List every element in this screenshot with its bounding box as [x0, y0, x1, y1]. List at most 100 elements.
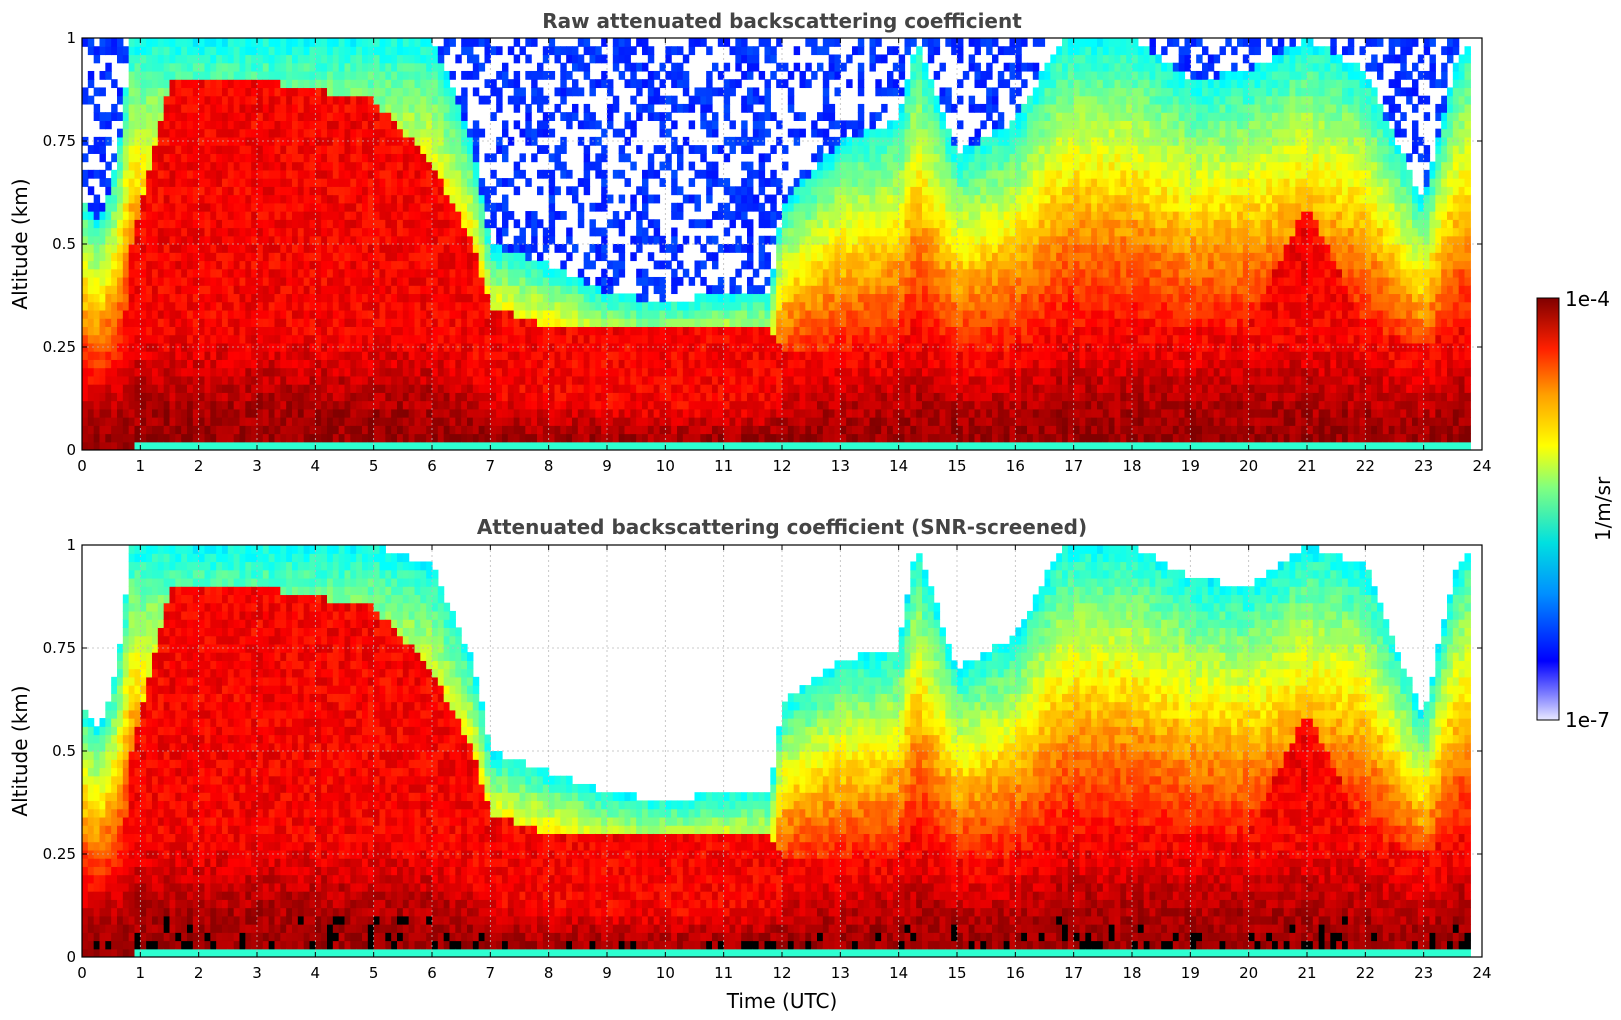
heatmap-cell	[338, 318, 346, 327]
heatmap-cell	[350, 235, 357, 245]
heatmap-cell	[420, 359, 427, 369]
heatmap-cell	[239, 95, 246, 105]
heatmap-cell	[601, 342, 608, 352]
heatmap-cell	[321, 425, 328, 435]
heatmap-cell	[618, 244, 626, 253]
heatmap-cell	[507, 334, 515, 344]
heatmap-cell	[618, 194, 626, 204]
heatmap-cell	[391, 186, 398, 196]
heatmap-cell	[87, 342, 95, 352]
heatmap-cell	[525, 417, 532, 426]
heatmap-cell	[169, 54, 176, 64]
heatmap-cell	[303, 367, 311, 377]
heatmap-cell	[204, 400, 211, 410]
heatmap-cell	[146, 268, 153, 278]
heatmap-cell	[262, 136, 270, 146]
heatmap-cell	[496, 145, 503, 154]
heatmap-cell	[426, 186, 433, 196]
heatmap-cell	[624, 400, 631, 410]
heatmap-cell	[589, 408, 596, 418]
heatmap-cell	[356, 342, 363, 352]
heatmap-cell	[315, 211, 322, 220]
heatmap-cell	[134, 120, 141, 130]
heatmap-cell	[87, 351, 95, 360]
heatmap-cell	[519, 392, 526, 402]
heatmap-cell	[432, 375, 439, 385]
heatmap-column	[630, 46, 637, 450]
heatmap-cell	[379, 153, 386, 163]
heatmap-cell	[111, 318, 118, 327]
heatmap-cell	[356, 227, 363, 237]
heatmap-cell	[443, 178, 451, 187]
heatmap-cell	[227, 161, 235, 171]
heatmap-cell	[192, 70, 200, 80]
heatmap-cell	[484, 202, 491, 212]
heatmap-cell	[93, 145, 101, 154]
heatmap-cell	[432, 359, 439, 369]
heatmap-cell	[729, 293, 736, 303]
heatmap-cell	[192, 384, 200, 393]
heatmap-cell	[297, 244, 305, 253]
heatmap-cell	[484, 392, 491, 402]
heatmap-cell	[665, 334, 672, 344]
heatmap-cell	[286, 334, 293, 344]
heatmap-cell	[93, 276, 101, 286]
heatmap-cell	[292, 202, 299, 212]
heatmap-cell	[309, 400, 316, 410]
heatmap-cell	[87, 285, 95, 295]
heatmap-cell	[385, 38, 392, 47]
heatmap-cell	[169, 375, 176, 385]
heatmap-cell	[437, 326, 445, 336]
heatmap-cell	[315, 219, 322, 229]
heatmap-cell	[385, 359, 392, 369]
heatmap-cell	[222, 285, 229, 295]
heatmap-cell	[747, 400, 754, 410]
heatmap-cell	[233, 178, 241, 187]
heatmap-cell	[426, 136, 433, 146]
heatmap-cell	[163, 367, 171, 377]
heatmap-cell	[671, 359, 678, 369]
heatmap-cell	[735, 62, 742, 72]
heatmap-cell	[222, 268, 229, 278]
heatmap-cell	[478, 178, 486, 187]
heatmap-cell	[251, 334, 258, 344]
heatmap-cell	[636, 417, 643, 426]
heatmap-cell	[560, 46, 567, 56]
heatmap-cell	[122, 334, 130, 344]
heatmap-cell	[286, 103, 293, 113]
heatmap-cell	[292, 128, 299, 138]
heatmap-cell	[607, 318, 614, 327]
heatmap-cell	[245, 400, 252, 410]
heatmap-cell	[82, 384, 89, 393]
heatmap-cell	[560, 318, 567, 327]
heatmap-cell	[420, 384, 427, 393]
heatmap-cell	[152, 95, 159, 105]
heatmap-cell	[642, 276, 649, 286]
heatmap-cell	[531, 441, 538, 450]
heatmap-cell	[391, 441, 398, 450]
heatmap-cell	[397, 293, 404, 303]
heatmap-cell	[455, 103, 462, 113]
heatmap-cell	[356, 178, 363, 187]
heatmap-cell	[309, 112, 316, 121]
heatmap-cell	[385, 211, 392, 220]
heatmap-cell	[367, 252, 375, 262]
heatmap-cell	[146, 441, 153, 450]
heatmap-cell	[560, 112, 567, 121]
heatmap-cell	[484, 359, 491, 369]
heatmap-column	[490, 46, 497, 450]
heatmap-cell	[525, 120, 532, 130]
heatmap-cell	[467, 425, 474, 435]
heatmap-cell	[461, 285, 468, 295]
heatmap-cell	[496, 87, 503, 97]
heatmap-cell	[204, 194, 211, 204]
heatmap-cell	[513, 384, 521, 393]
heatmap-cell	[653, 367, 661, 377]
heatmap-cell	[694, 425, 701, 435]
heatmap-cell	[216, 169, 223, 179]
heatmap-cell	[402, 79, 410, 89]
heatmap-cell	[146, 46, 153, 56]
heatmap-cell	[227, 227, 235, 237]
heatmap-cell	[449, 408, 456, 418]
heatmap-cell	[204, 38, 211, 47]
